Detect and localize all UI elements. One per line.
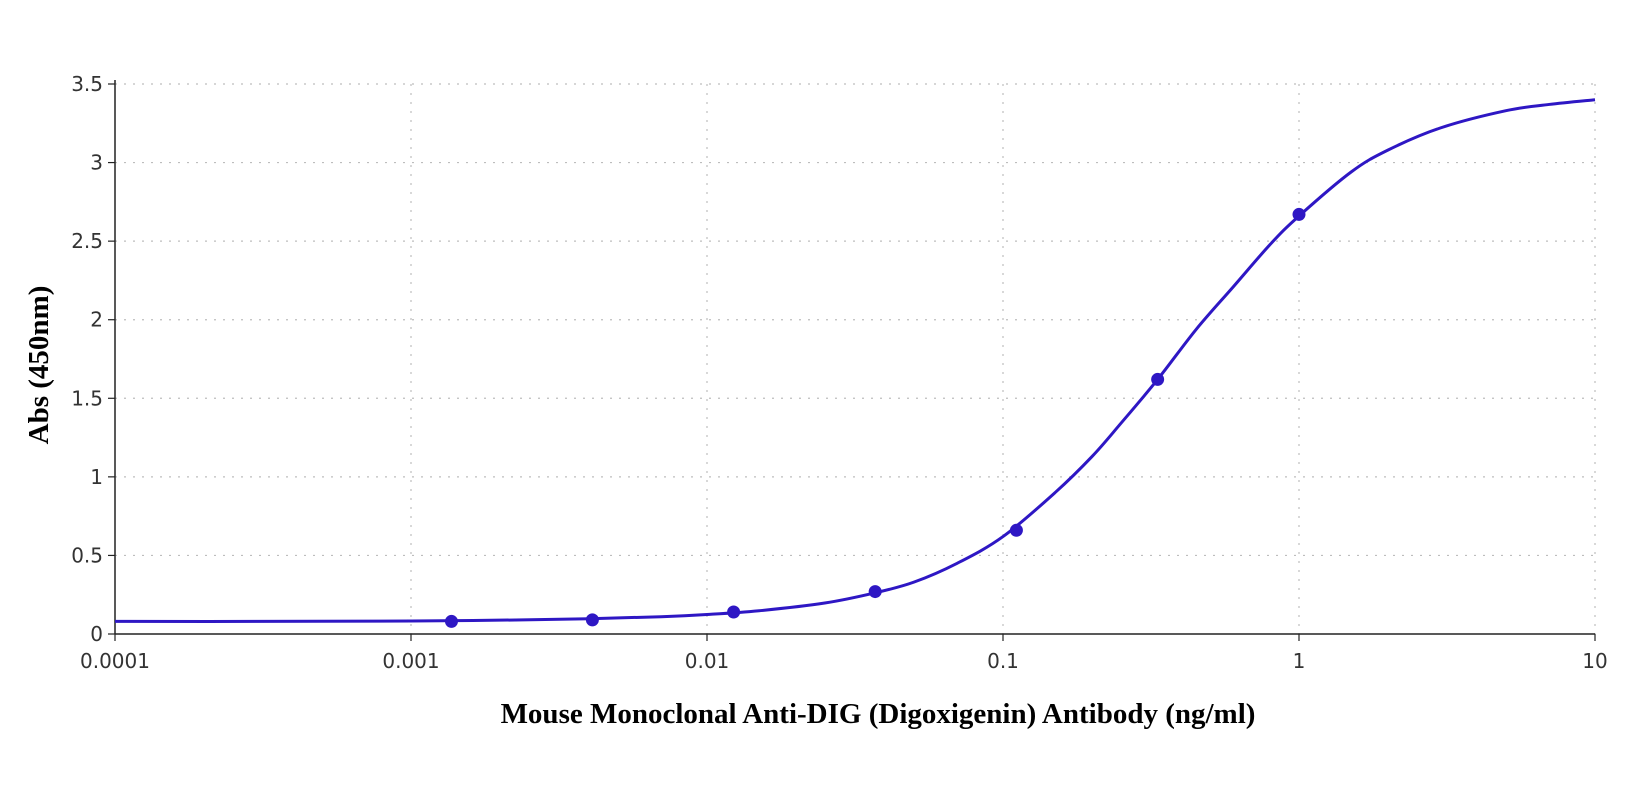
data-point [1009,523,1023,537]
x-tick-label: 0.0001 [80,649,150,673]
y-tick-label: 2 [90,308,103,332]
data-point [1292,207,1306,221]
y-tick-label: 3.5 [71,72,103,96]
grid [115,83,1596,634]
y-tick-label: 0 [90,622,103,646]
axes: 0.0001 0.001 0.01 0.1 1 10 0 0.5 1 1.5 2 2.5 3 3.5 [71,72,1608,673]
data-point [1151,372,1165,386]
y-tick-label: 0.5 [71,543,103,567]
y-tick-label: 1 [90,465,103,489]
y-tick-label: 2.5 [71,229,103,253]
data-point [444,614,458,628]
y-axis-title: Abs (450nm) [23,286,55,445]
y-tick-label: 3 [90,151,103,175]
data-point [868,585,882,599]
x-tick-label: 1 [1293,649,1306,673]
series [114,98,1596,628]
fitted-curve [114,98,1596,623]
x-tick-label: 0.01 [685,649,730,673]
x-tick-label: 10 [1582,649,1607,673]
x-tick-label: 0.1 [987,649,1019,673]
data-point [585,613,599,627]
y-tick-label: 1.5 [71,386,103,410]
x-axis-title: Mouse Monoclonal Anti-DIG (Digoxigenin) … [501,698,1256,730]
x-tick-label: 0.001 [382,649,439,673]
data-point [727,605,741,619]
